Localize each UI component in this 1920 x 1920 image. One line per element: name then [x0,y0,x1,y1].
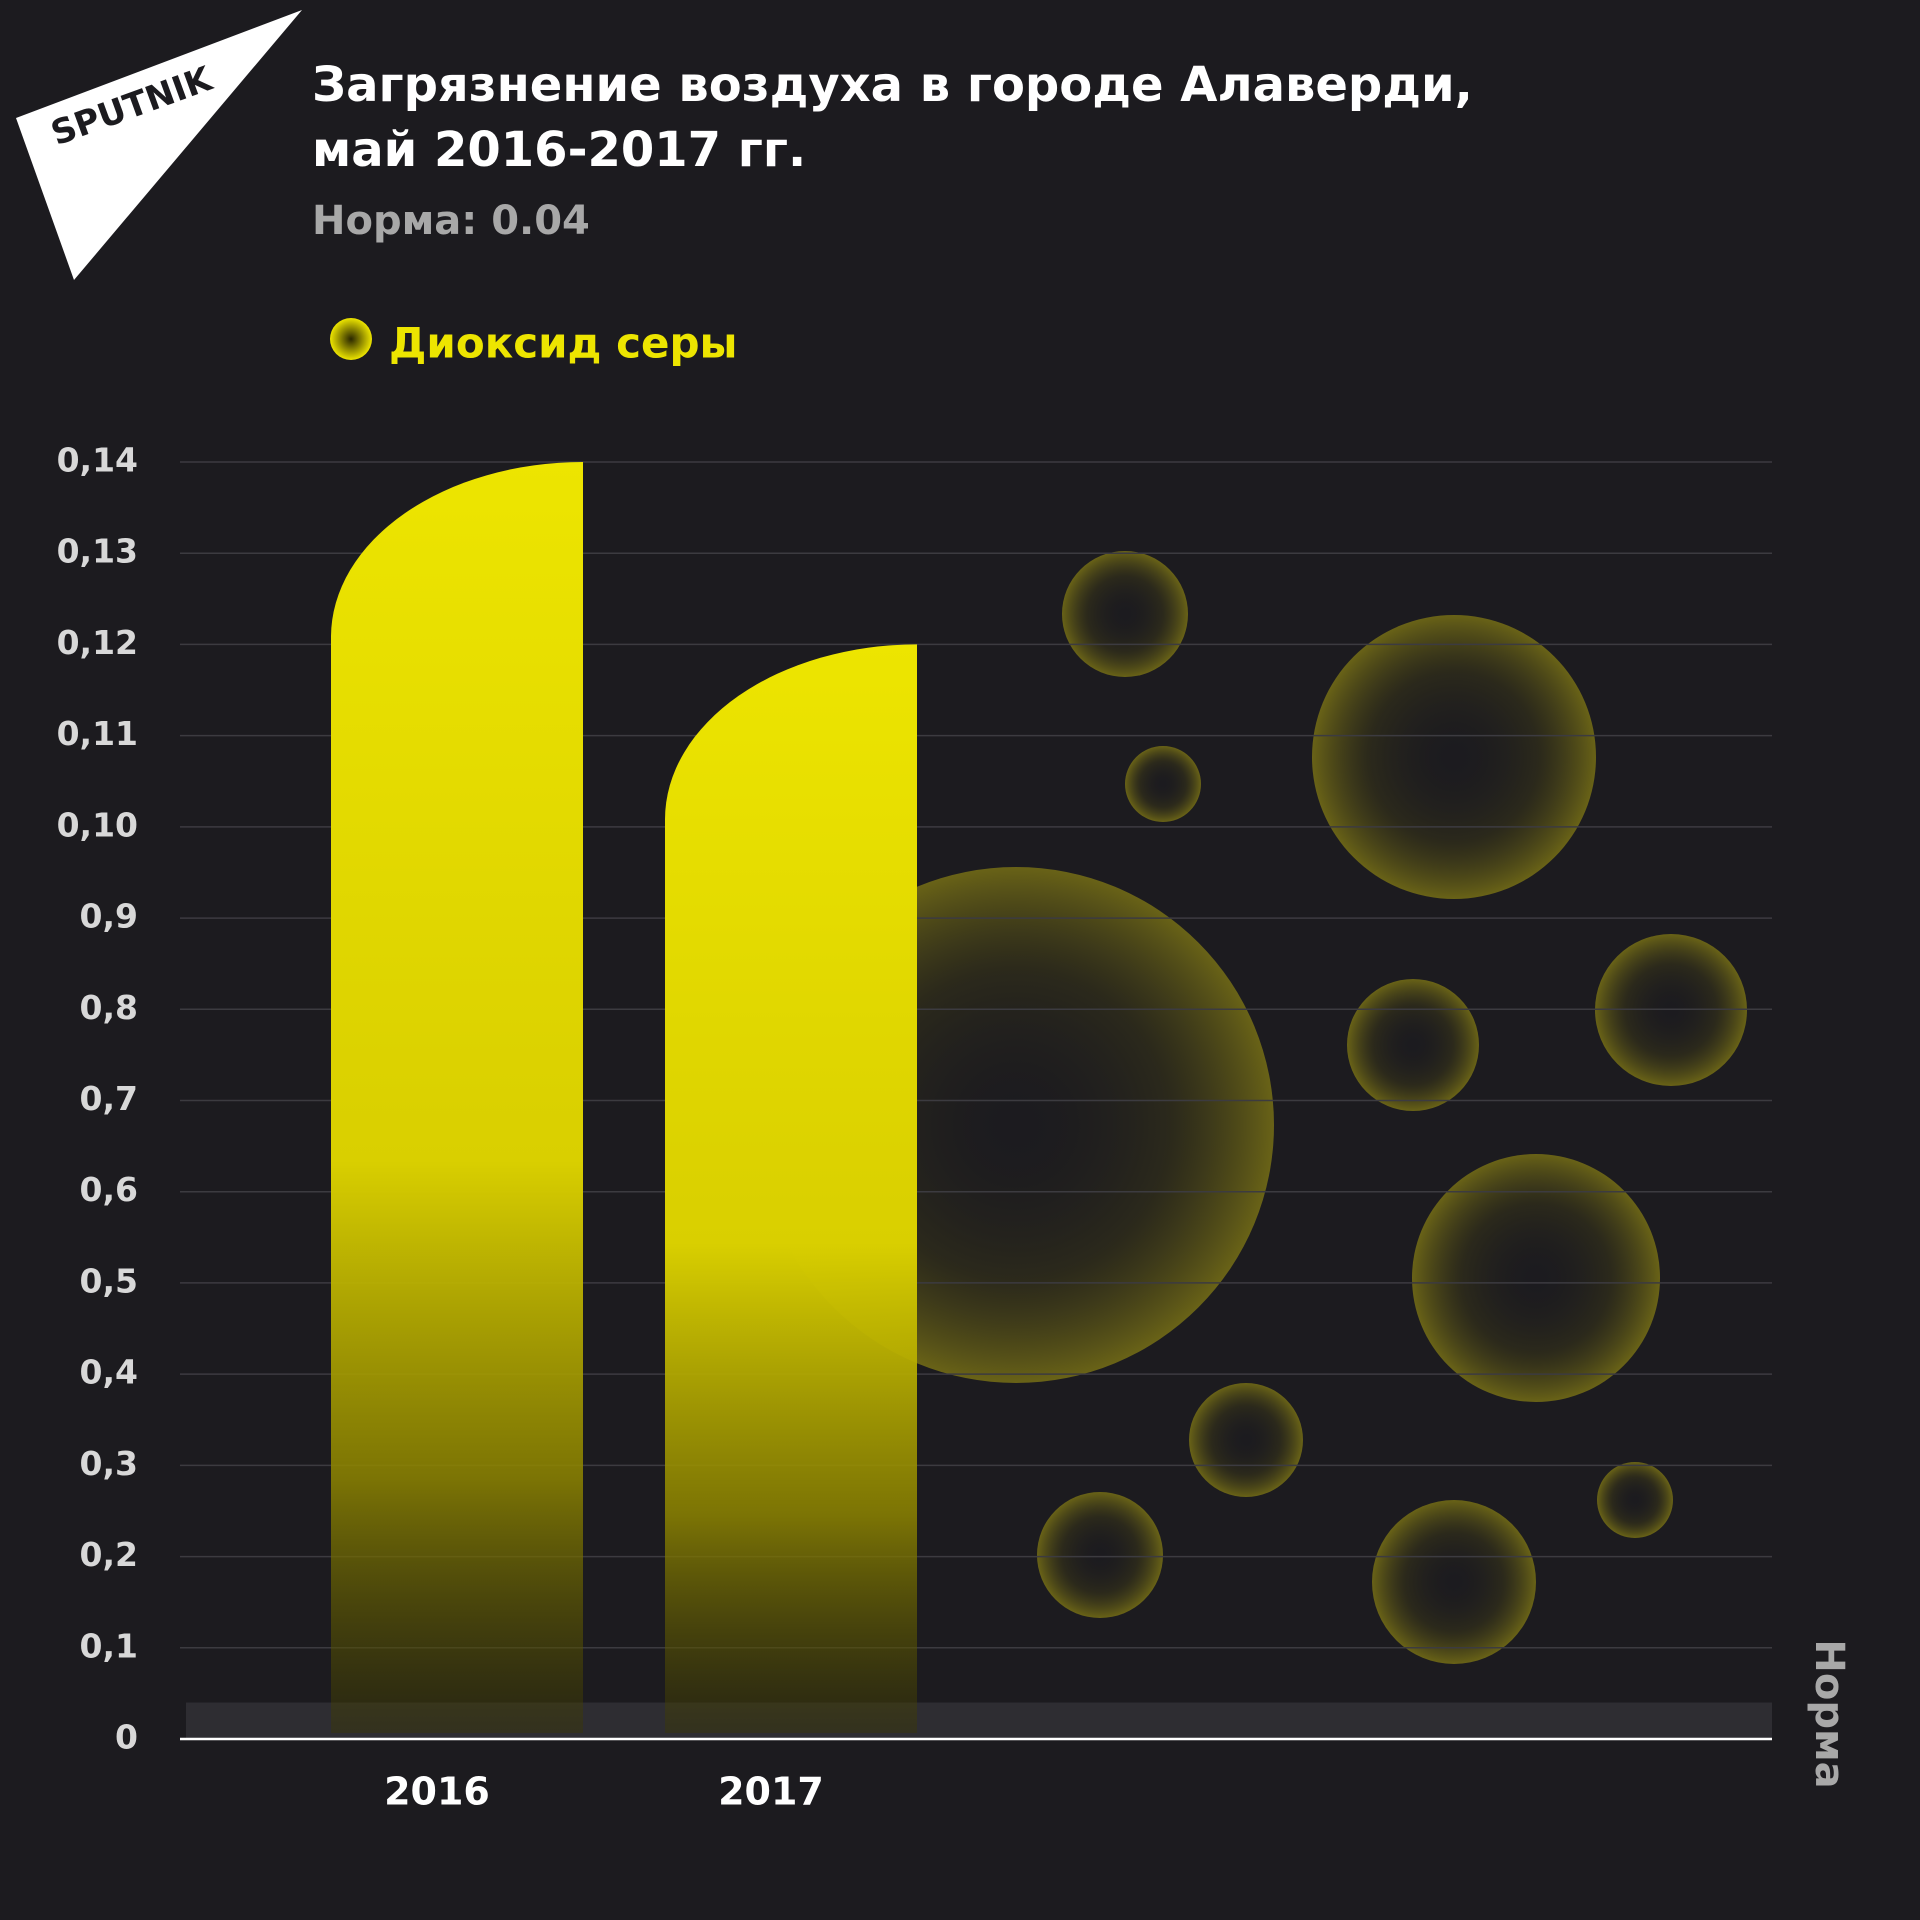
chart-subtitle: Норма: 0.04 [312,198,590,244]
y-tick-label: 0,1 [80,1626,138,1665]
chart-title: Загрязнение воздуха в городе Алаверди, [312,57,1473,113]
y-tick-label: 0,13 [57,532,138,571]
x-tick-label: 2016 [384,1770,490,1814]
y-tick-label: 0,12 [57,623,138,662]
y-tick-label: 0,7 [80,1079,138,1118]
bar [331,462,583,1733]
reference-label: Норма [1806,1639,1852,1788]
legend-marker [330,318,372,360]
y-tick-label: 0,6 [80,1170,138,1209]
y-tick-label: 0,10 [57,805,138,844]
y-tick-label: 0,8 [80,988,138,1027]
y-tick-label: 0,14 [57,441,138,480]
legend-label: Диоксид серы [389,319,738,368]
y-tick-label: 0,3 [80,1444,138,1483]
x-tick-label: 2017 [718,1770,824,1814]
bar [665,644,917,1733]
y-tick-label: 0,2 [80,1535,138,1574]
y-tick-label: 0,4 [80,1353,138,1392]
y-tick-label: 0,11 [57,714,138,753]
y-tick-label: 0,9 [80,897,138,936]
logo [16,10,302,280]
chart-title: май 2016-2017 гг. [312,122,806,178]
y-tick-label: 0,5 [80,1261,138,1300]
y-tick-label: 0 [115,1718,138,1757]
